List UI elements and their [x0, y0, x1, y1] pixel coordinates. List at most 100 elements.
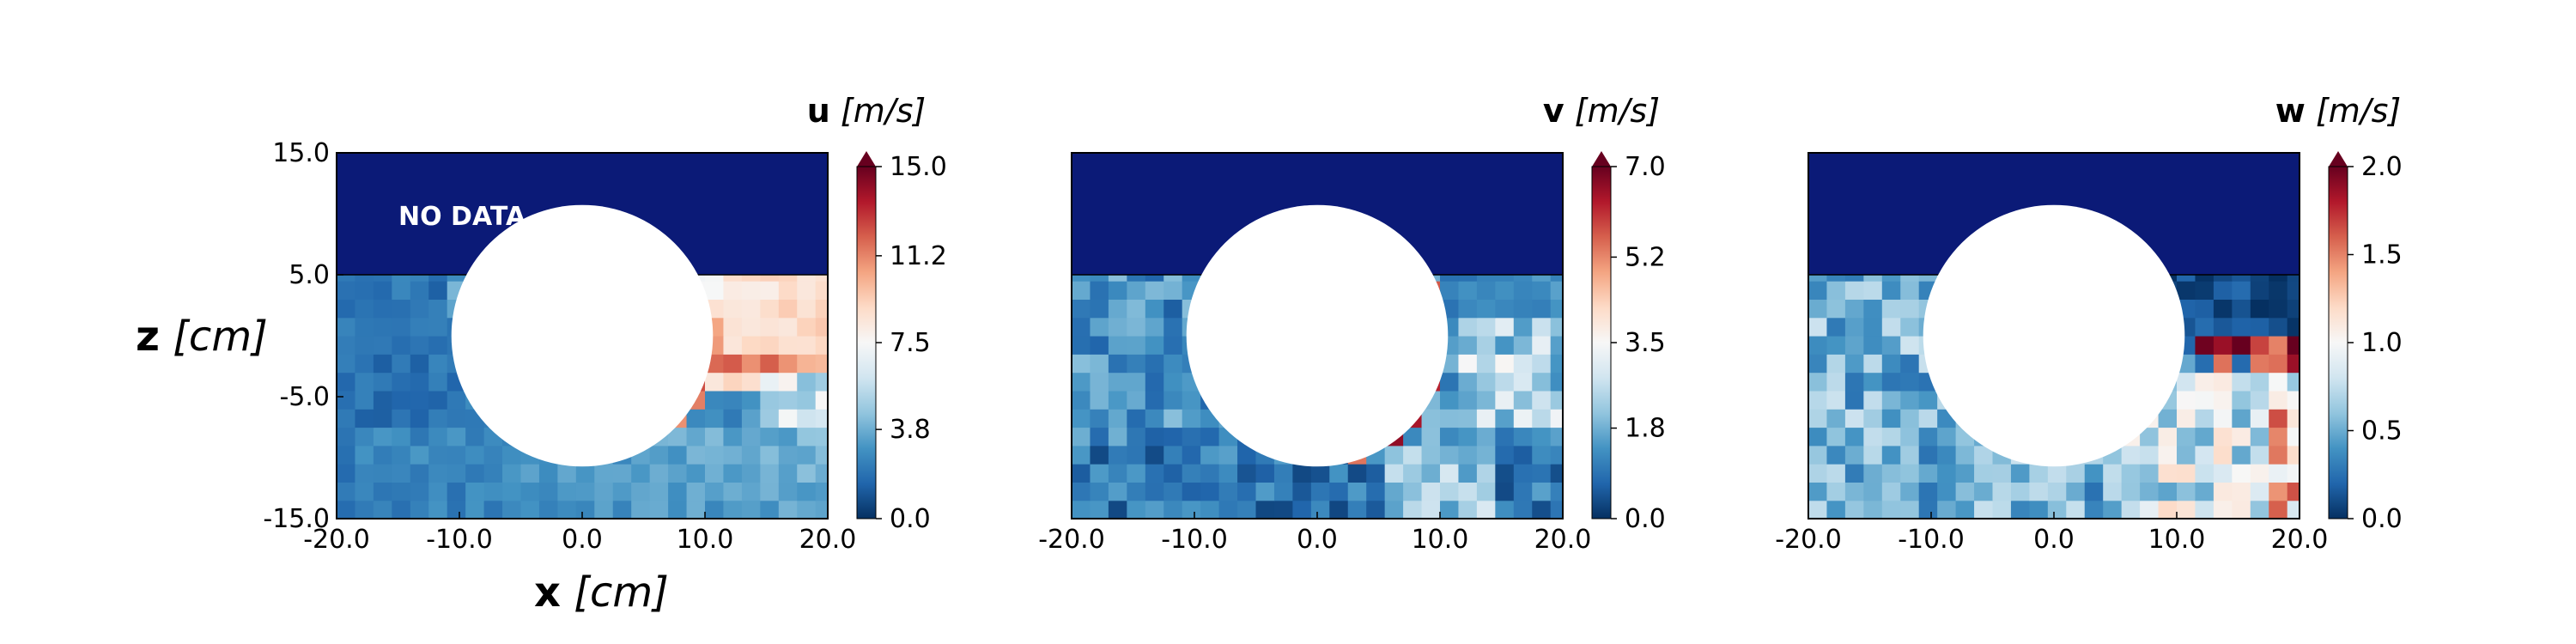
- heatmap-cell: [741, 500, 761, 519]
- heatmap-cell: [649, 500, 669, 519]
- heatmap-cell: [1863, 299, 1883, 319]
- heatmap-cell: [815, 500, 829, 519]
- panel-u: -20.0 -10.0 0.0 10.0 20.0 -15.0 -5.0 5.0 15.0 x […: [136, 92, 947, 617]
- heatmap-cell: [557, 464, 577, 483]
- obstacle-circle: [1186, 204, 1449, 467]
- heatmap-cell: [1808, 354, 1828, 374]
- heatmap-cell: [705, 464, 725, 483]
- heatmap-cell: [649, 482, 669, 501]
- heatmap-cell: [1844, 317, 1864, 337]
- heatmap-cell: [447, 464, 466, 483]
- colorbar-title: w [m/s]: [2275, 92, 2401, 130]
- heatmap-cell: [815, 390, 829, 410]
- heatmap-cell: [2140, 445, 2160, 465]
- heatmap-cell: [1090, 354, 1109, 374]
- heatmap-cell: [1974, 464, 1994, 483]
- heatmap-cell: [1532, 299, 1552, 319]
- heatmap-cell: [1532, 317, 1552, 337]
- heatmap-cell: [2195, 354, 2215, 374]
- heatmap-cell: [447, 500, 466, 519]
- heatmap-cell: [337, 372, 356, 392]
- heatmap-cell: [686, 464, 706, 483]
- heatmap-cell: [410, 299, 429, 319]
- heatmap-cell: [1808, 317, 1828, 337]
- heatmap-cell: [1532, 482, 1552, 501]
- heatmap-cell: [1292, 482, 1312, 501]
- heatmap-cell: [1072, 409, 1091, 428]
- heatmap-cell: [668, 445, 688, 465]
- heatmap-cell: [1900, 299, 1920, 319]
- colorbar-tick-label: 2.0: [2361, 152, 2403, 182]
- heatmap-cell: [778, 409, 798, 428]
- heatmap-cell: [1900, 464, 1920, 483]
- heatmap-cell: [741, 317, 761, 337]
- heatmap-cell: [1458, 390, 1478, 410]
- heatmap-cell: [1200, 464, 1220, 483]
- heatmap-cell: [2010, 500, 2030, 519]
- heatmap-cell: [1366, 464, 1386, 483]
- heatmap-cell: [1458, 354, 1478, 374]
- heatmap-cell: [2287, 354, 2300, 374]
- heatmap-cell: [1881, 409, 1901, 428]
- heatmap-cell: [355, 445, 374, 465]
- heatmap-cell: [2140, 464, 2160, 483]
- heatmap-cell: [1992, 500, 2012, 519]
- heatmap-cell: [1440, 500, 1460, 519]
- heatmap-cell: [1881, 281, 1901, 300]
- heatmap-cell: [557, 500, 577, 519]
- heatmap-cell: [1458, 275, 1478, 282]
- heatmap-cell: [1495, 372, 1515, 392]
- heatmap-cell: [1458, 409, 1478, 428]
- heatmap-cell: [1863, 354, 1883, 374]
- heatmap-cell: [778, 281, 798, 300]
- heatmap-cell: [1974, 500, 1994, 519]
- heatmap-cell: [1292, 500, 1312, 519]
- heatmap-cell: [723, 281, 743, 300]
- heatmap-cell: [1421, 500, 1441, 519]
- heatmap-cell: [355, 281, 374, 300]
- heatmap-cell: [337, 464, 356, 483]
- heatmap-cell: [741, 445, 761, 465]
- heatmap-cell: [1863, 427, 1883, 447]
- heatmap-cell: [428, 390, 448, 410]
- heatmap-cell: [778, 317, 798, 337]
- heatmap-cell: [1476, 427, 1496, 447]
- heatmap-cell: [1844, 464, 1864, 483]
- heatmap-cell: [2269, 372, 2288, 392]
- heatmap-cell: [355, 299, 374, 319]
- heatmap-cell: [723, 427, 743, 447]
- heatmap-cell: [428, 409, 448, 428]
- heatmap-cell: [2084, 500, 2104, 519]
- heatmap-cell: [1090, 500, 1109, 519]
- y-tick-label: 5.0: [289, 260, 330, 290]
- heatmap-cell: [2213, 390, 2233, 410]
- heatmap-cell: [1863, 372, 1883, 392]
- heatmap-cell: [1145, 354, 1164, 374]
- heatmap-cell: [797, 275, 817, 282]
- heatmap-cell: [483, 482, 503, 501]
- heatmap-cell: [337, 281, 356, 300]
- heatmap-cell: [1863, 336, 1883, 355]
- heatmap-cell: [373, 390, 392, 410]
- heatmap-cell: [1844, 482, 1864, 501]
- heatmap-cell: [1881, 500, 1901, 519]
- heatmap-cell: [1900, 482, 1920, 501]
- heatmap-cell: [1900, 390, 1920, 410]
- heatmap-cell: [723, 317, 743, 337]
- heatmap-cell: [337, 275, 356, 282]
- heatmap-cell: [760, 354, 780, 374]
- heatmap-cell: [2287, 372, 2300, 392]
- heatmap-cell: [741, 427, 761, 447]
- colorbar-tick-label: 11.2: [890, 241, 947, 271]
- heatmap-cell: [1145, 390, 1164, 410]
- heatmap-cell: [2213, 482, 2233, 501]
- heatmap-cell: [1532, 427, 1552, 447]
- heatmap-cell: [2103, 500, 2123, 519]
- heatmap-cell: [2195, 372, 2215, 392]
- heatmap-cell: [797, 500, 817, 519]
- heatmap-cell: [1458, 317, 1478, 337]
- heatmap-cell: [797, 445, 817, 465]
- heatmap-cell: [1513, 445, 1533, 465]
- heatmap-cell: [1513, 317, 1533, 337]
- heatmap-cell: [1826, 409, 1846, 428]
